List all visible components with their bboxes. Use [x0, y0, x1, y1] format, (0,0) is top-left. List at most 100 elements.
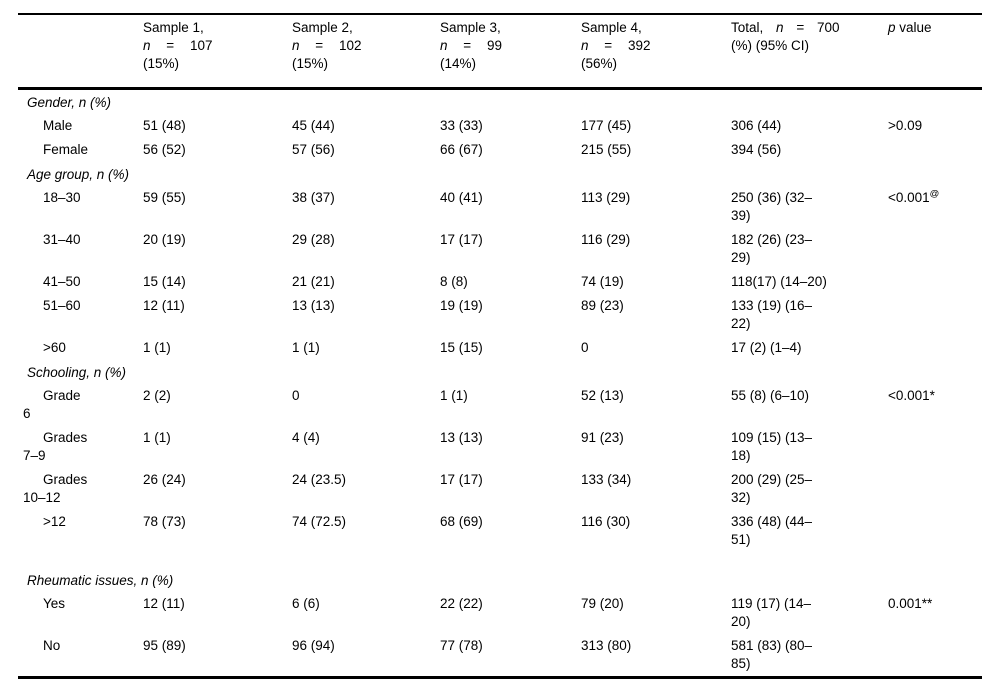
cell-total: 250 (36) (32– 39): [731, 190, 813, 223]
cell-sample-4: 0: [581, 340, 589, 355]
header-sample-2-title: Sample 2,: [292, 20, 353, 35]
cell-sample-1: 51 (48): [143, 118, 186, 133]
header-sample-4: Sample 4, n = 392 (56%): [581, 14, 731, 90]
header-sample-4-title: Sample 4,: [581, 20, 642, 35]
table-body: Gender, n (%) Male 51 (48) 45 (44) 33 (33) 17…: [18, 89, 982, 678]
cell-p-value: [888, 336, 982, 360]
header-sample-2-n: n = 102: [292, 38, 362, 53]
p-value-text: <0.001*: [888, 388, 935, 403]
section-header: Schooling, n (%): [27, 365, 127, 380]
table-row: Yes 12 (11) 6 (6) 22 (22) 79 (20) 119 (17) (1…: [18, 592, 982, 634]
cell-sample-3: 22 (22): [440, 596, 483, 611]
cell-total: 306 (44): [731, 118, 782, 133]
header-sample-4-n: n = 392: [581, 38, 651, 53]
cell-sample-1: 12 (11): [143, 596, 185, 611]
cell-p-value: 0.001**: [888, 592, 982, 634]
cell-p-value: [888, 426, 982, 468]
cell-sample-3: 13 (13): [440, 430, 483, 445]
cell-p-value: [888, 270, 982, 294]
cell-sample-2: 6 (6): [292, 596, 320, 611]
cell-sample-2: 74 (72.5): [292, 514, 347, 529]
cell-p-value: [888, 138, 982, 162]
header-sample-3-title: Sample 3,: [440, 20, 501, 35]
cell-sample-1: 26 (24): [143, 472, 186, 487]
p-value-superscript: @: [929, 188, 940, 200]
row-label: No: [43, 638, 61, 653]
header-sample-1: Sample 1, n = 107 (15%): [143, 14, 292, 90]
row-label: Grades 10–12: [23, 472, 88, 505]
row-label: 41–50: [43, 274, 81, 289]
section-header-row: Rheumatic issues, n (%): [18, 568, 982, 592]
cell-sample-2: 13 (13): [292, 298, 335, 313]
cell-sample-1: 12 (11): [143, 298, 185, 313]
table-header-row: Sample 1, n = 107 (15%) Sample 2, n = 10…: [18, 14, 982, 90]
cell-sample-2: 29 (28): [292, 232, 335, 247]
cell-total: 55 (8) (6–10): [731, 388, 810, 403]
header-sample-3: Sample 3, n = 99 (14%): [440, 14, 581, 90]
cell-sample-3: 8 (8): [440, 274, 468, 289]
row-label: Female: [43, 142, 89, 157]
table-row: 18–30 59 (55) 38 (37) 40 (41) 113 (29) 250 (3…: [18, 186, 982, 228]
cell-total: 118(17) (14–20): [731, 274, 827, 289]
cell-total: 200 (29) (25– 32): [731, 472, 813, 505]
table-row: >12 78 (73) 74 (72.5) 68 (69) 116 (30) 336 (4…: [18, 510, 982, 552]
cell-sample-1: 59 (55): [143, 190, 186, 205]
cell-total: 119 (17) (14– 20): [731, 596, 812, 629]
header-sample-4-percent: (56%): [581, 56, 618, 71]
cell-total: 109 (15) (13– 18): [731, 430, 813, 463]
section-header: Rheumatic issues, n (%): [27, 573, 174, 588]
cell-sample-2: 21 (21): [292, 274, 335, 289]
spacer-row: [18, 552, 982, 568]
cell-sample-1: 56 (52): [143, 142, 186, 157]
table-row: Female 56 (52) 57 (56) 66 (67) 215 (55) 394 (…: [18, 138, 982, 162]
cell-sample-1: 78 (73): [143, 514, 186, 529]
cell-sample-3: 17 (17): [440, 472, 483, 487]
header-sample-2-percent: (15%): [292, 56, 329, 71]
table-row: >60 1 (1) 1 (1) 15 (15) 0 17 (2) (1–4): [18, 336, 982, 360]
cell-p-value: [888, 294, 982, 336]
cell-sample-4: 52 (13): [581, 388, 624, 403]
cell-sample-3: 15 (15): [440, 340, 483, 355]
cell-sample-2: 1 (1): [292, 340, 320, 355]
cell-total: 336 (48) (44– 51): [731, 514, 813, 547]
section-header-row: Age group, n (%): [18, 162, 982, 186]
cell-sample-2: 24 (23.5): [292, 472, 347, 487]
row-label: 31–40: [43, 232, 81, 247]
cell-sample-4: 116 (29): [581, 232, 631, 247]
cell-sample-2: 4 (4): [292, 430, 320, 445]
cell-sample-1: 95 (89): [143, 638, 186, 653]
section-header: Gender, n (%): [27, 95, 112, 110]
section-header-row: Schooling, n (%): [18, 360, 982, 384]
cell-sample-3: 1 (1): [440, 388, 468, 403]
header-sample-2: Sample 2, n = 102 (15%): [292, 14, 440, 90]
cell-sample-1: 2 (2): [143, 388, 171, 403]
cell-sample-3: 66 (67): [440, 142, 483, 157]
cell-p-value: <0.001*: [888, 384, 982, 426]
cell-sample-2: 45 (44): [292, 118, 335, 133]
cell-sample-4: 113 (29): [581, 190, 631, 205]
cell-sample-4: 89 (23): [581, 298, 624, 313]
header-sample-1-n: n = 107: [143, 38, 213, 53]
cell-sample-4: 79 (20): [581, 596, 624, 611]
cell-sample-3: 68 (69): [440, 514, 483, 529]
row-label: Grades 7–9: [23, 430, 88, 463]
cell-sample-3: 33 (33): [440, 118, 483, 133]
cell-sample-4: 215 (55): [581, 142, 632, 157]
table-row: 41–50 15 (14) 21 (21) 8 (8) 74 (19) 118(17) (…: [18, 270, 982, 294]
cell-total: 581 (83) (80– 85): [731, 638, 813, 671]
row-label: Grade 6: [23, 388, 81, 421]
cell-sample-4: 116 (30): [581, 514, 631, 529]
header-sample-1-percent: (15%): [143, 56, 180, 71]
cell-sample-4: 74 (19): [581, 274, 624, 289]
cell-total: 17 (2) (1–4): [731, 340, 802, 355]
cell-total: 182 (26) (23– 29): [731, 232, 813, 265]
table-row: Male 51 (48) 45 (44) 33 (33) 177 (45) 306 (44…: [18, 114, 982, 138]
section-header: Age group, n (%): [27, 167, 130, 182]
header-stub-cell: [18, 14, 143, 90]
demographics-table-container: Sample 1, n = 107 (15%) Sample 2, n = 10…: [18, 13, 982, 679]
table-row: Grade 6 2 (2) 0 1 (1) 52 (13) 55 (8) (6–10) <0…: [18, 384, 982, 426]
table-header: Sample 1, n = 107 (15%) Sample 2, n = 10…: [18, 14, 982, 90]
table-row: 31–40 20 (19) 29 (28) 17 (17) 116 (29) 182 (2…: [18, 228, 982, 270]
cell-sample-3: 77 (78): [440, 638, 483, 653]
demographics-table: Sample 1, n = 107 (15%) Sample 2, n = 10…: [18, 13, 982, 679]
